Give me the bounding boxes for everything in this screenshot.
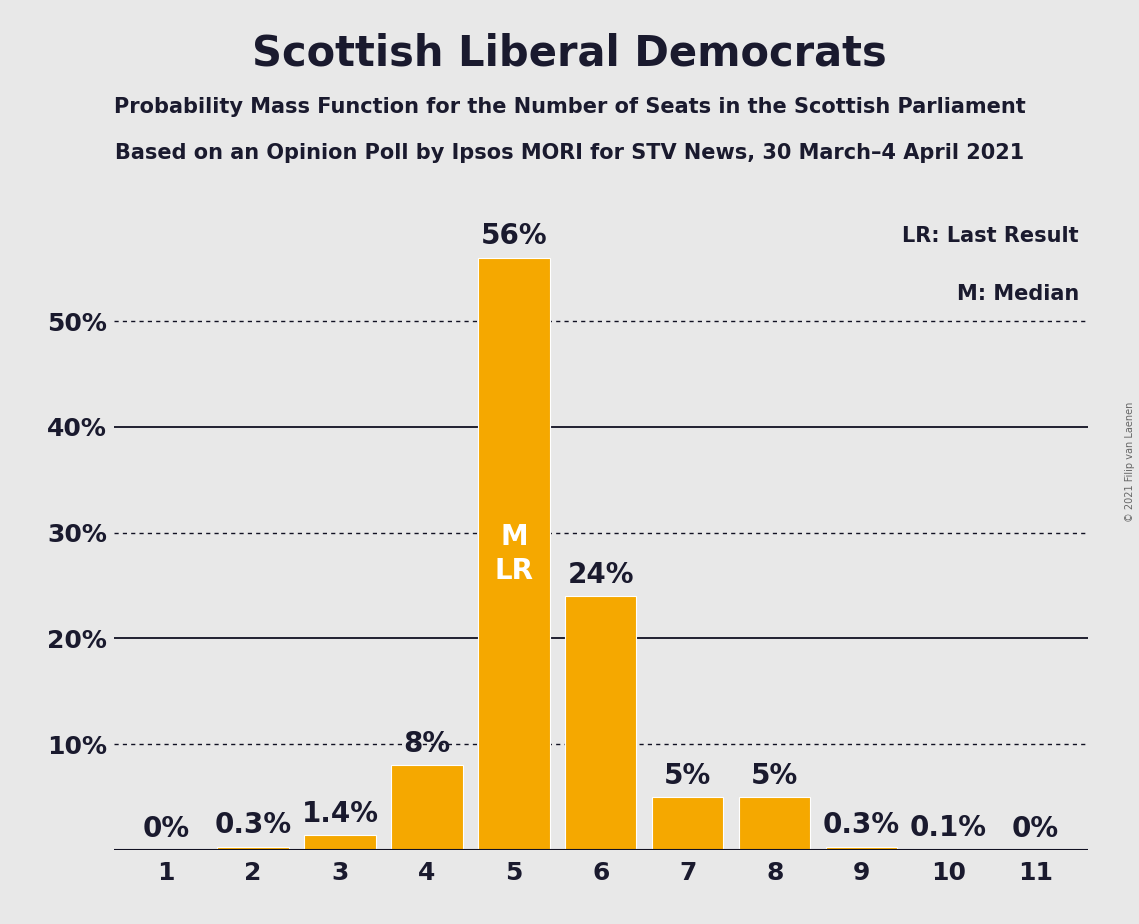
Bar bbox=[826, 847, 898, 850]
Bar bbox=[913, 849, 984, 850]
Text: 0%: 0% bbox=[1013, 815, 1059, 843]
Text: 5%: 5% bbox=[751, 761, 798, 790]
Bar bbox=[304, 835, 376, 850]
Text: 0.3%: 0.3% bbox=[214, 811, 292, 840]
Bar bbox=[565, 596, 637, 850]
Bar bbox=[392, 765, 462, 850]
Text: Probability Mass Function for the Number of Seats in the Scottish Parliament: Probability Mass Function for the Number… bbox=[114, 97, 1025, 117]
Text: 8%: 8% bbox=[403, 730, 451, 758]
Bar bbox=[653, 797, 723, 850]
Text: Based on an Opinion Poll by Ipsos MORI for STV News, 30 March–4 April 2021: Based on an Opinion Poll by Ipsos MORI f… bbox=[115, 143, 1024, 164]
Text: © 2021 Filip van Laenen: © 2021 Filip van Laenen bbox=[1125, 402, 1134, 522]
Text: 5%: 5% bbox=[664, 761, 712, 790]
Bar bbox=[218, 847, 288, 850]
Bar bbox=[739, 797, 810, 850]
Text: 0.1%: 0.1% bbox=[910, 814, 988, 842]
Text: Scottish Liberal Democrats: Scottish Liberal Democrats bbox=[252, 32, 887, 74]
Text: 0.3%: 0.3% bbox=[823, 811, 900, 840]
Text: M: Median: M: Median bbox=[957, 284, 1079, 304]
Text: 1.4%: 1.4% bbox=[302, 800, 378, 828]
Text: 24%: 24% bbox=[567, 561, 634, 589]
Text: LR: Last Result: LR: Last Result bbox=[902, 225, 1079, 246]
Text: M
LR: M LR bbox=[494, 522, 533, 585]
Text: 0%: 0% bbox=[142, 815, 189, 843]
Bar bbox=[478, 258, 549, 850]
Text: 56%: 56% bbox=[481, 222, 547, 250]
